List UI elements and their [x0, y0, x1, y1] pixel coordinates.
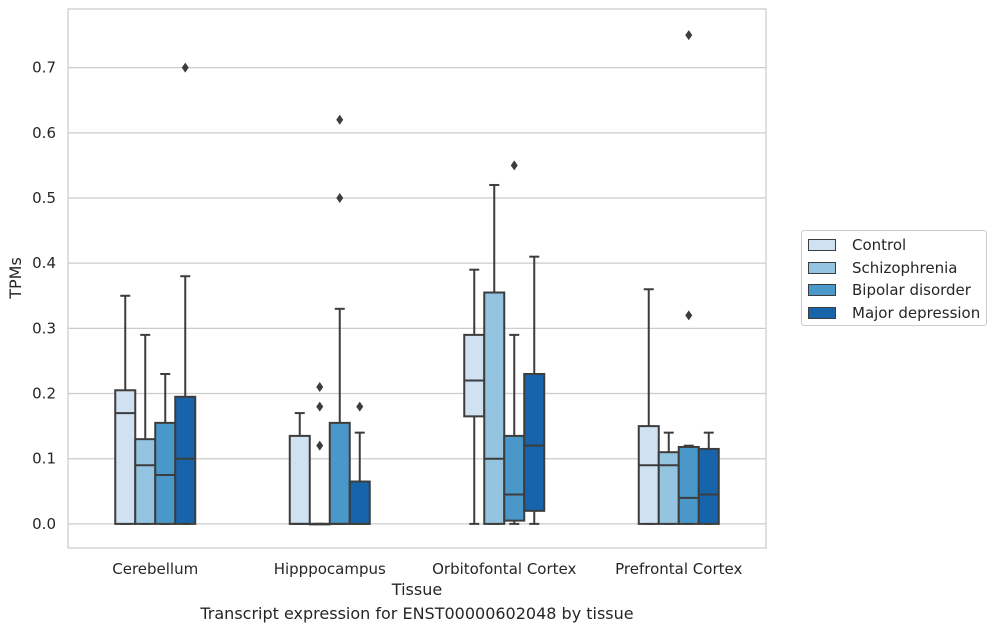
box-body — [154, 421, 177, 525]
box-body — [463, 333, 486, 418]
y-tick-label: 0.7 — [32, 59, 56, 77]
box-body — [523, 372, 546, 512]
x-tick-label: Cerebellum — [112, 560, 198, 578]
legend-item: Bipolar disorder — [808, 280, 971, 300]
box-body — [114, 389, 137, 525]
y-tick-label: 0.5 — [32, 189, 56, 207]
outlier-point — [336, 193, 344, 204]
box-prefrontal-cortex-major-depression — [697, 431, 720, 525]
legend-item: Control — [808, 235, 906, 255]
box-orbitofontal-cortex-schizophrenia — [483, 183, 506, 525]
box-hipppocampus-major-depression — [348, 401, 371, 525]
y-axis-label: TPMs — [6, 257, 25, 300]
outlier-point — [510, 160, 518, 171]
y-tick-label: 0.3 — [32, 319, 56, 337]
legend-item: Schizophrenia — [808, 258, 957, 278]
box-hipppocampus-schizophrenia — [308, 382, 331, 526]
box-body — [134, 438, 157, 525]
legend-label: Major depression — [852, 303, 981, 322]
legend-label: Control — [852, 236, 907, 254]
box-body — [697, 447, 720, 525]
box-layer — [114, 30, 720, 526]
legend-swatch — [808, 284, 836, 296]
legend-item: Major depression — [808, 303, 980, 323]
box-body — [288, 434, 311, 525]
legend-label: Bipolar disorder — [852, 281, 971, 299]
figure-caption: Transcript expression for ENST0000060204… — [200, 604, 634, 623]
legend-swatch — [808, 306, 836, 319]
outlier-point — [316, 440, 324, 451]
legend-swatch — [808, 261, 836, 274]
box-cerebellum-schizophrenia — [134, 333, 157, 525]
box-body — [677, 445, 700, 525]
box-body — [348, 480, 371, 525]
x-tick-label: Prefrontal Cortex — [615, 560, 742, 578]
legend-label: Schizophrenia — [852, 258, 958, 277]
box-cerebellum-control — [114, 294, 137, 525]
box-hipppocampus-control — [288, 412, 311, 525]
x-tick-labels: Cerebellum Hipppocampus Orbitofontal Corte… — [112, 560, 742, 578]
legend-swatch — [808, 239, 836, 251]
y-tick-label: 0.6 — [32, 124, 56, 142]
outlier-point — [316, 382, 324, 393]
box-orbitofontal-cortex-bipolar-disorder — [503, 160, 526, 525]
box-orbitofontal-cortex-control — [463, 268, 486, 525]
box-prefrontal-cortex-control — [637, 288, 660, 525]
y-tick-label: 0.1 — [32, 450, 56, 468]
x-tick-label: Orbitofontal Cortex — [432, 560, 576, 578]
box-orbitofontal-cortex-major-depression — [523, 255, 546, 525]
y-tick-labels: 0.0 0.1 0.2 0.3 0.4 0.5 0.6 0.7 — [32, 59, 56, 533]
box-prefrontal-cortex-schizophrenia — [657, 431, 680, 525]
x-tick-label: Hipppocampus — [274, 560, 386, 578]
box-body — [503, 434, 526, 522]
outlier-point — [316, 401, 324, 412]
x-axis-label: Tissue — [391, 580, 442, 599]
box-cerebellum-major-depression — [174, 62, 197, 525]
y-tick-label: 0.2 — [32, 385, 56, 403]
box-body — [637, 425, 660, 525]
box-cerebellum-bipolar-disorder — [154, 372, 177, 525]
box-hipppocampus-bipolar-disorder — [328, 114, 351, 525]
box-body — [657, 451, 680, 525]
outlier-point — [336, 114, 344, 125]
box-body — [174, 395, 197, 525]
outlier-point — [181, 62, 189, 73]
outlier-point — [685, 310, 693, 321]
y-tick-label: 0.4 — [32, 254, 56, 272]
box-body — [483, 291, 506, 525]
plot-frame — [67, 8, 767, 549]
box-body — [328, 421, 351, 525]
outlier-point — [356, 401, 364, 412]
legend: Control Schizophrenia Bipolar disorder Majo… — [801, 230, 987, 326]
y-tick-label: 0.0 — [32, 515, 56, 533]
outlier-point — [685, 30, 693, 41]
box-prefrontal-cortex-bipolar-disorder — [677, 30, 700, 525]
